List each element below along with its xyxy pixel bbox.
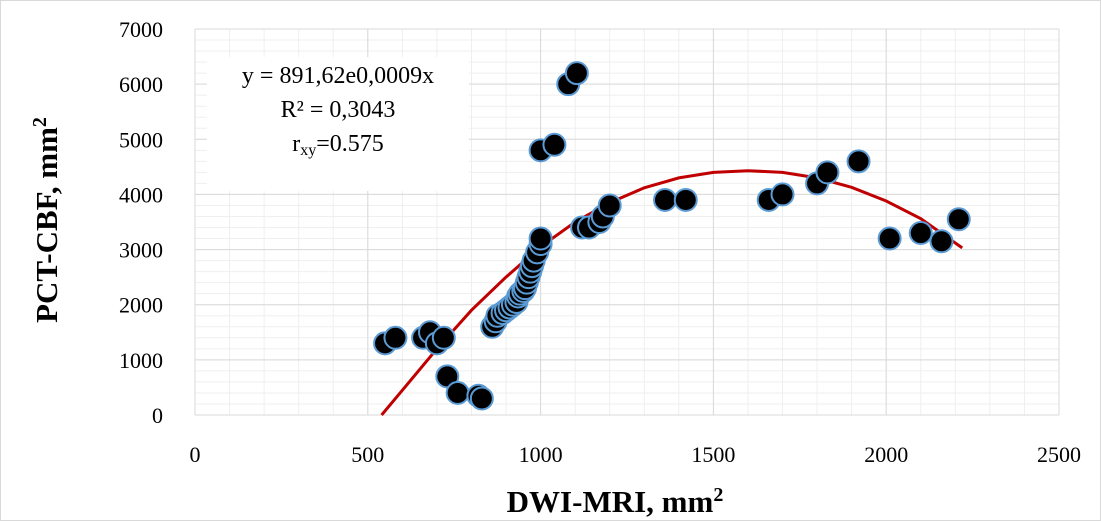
trendline-group — [380, 169, 964, 416]
trendline-equation-box: y = 891,62e0,0009x R² = 0,3043 rxy=0.575 — [207, 57, 469, 191]
x-tick-label: 1000 — [519, 442, 563, 467]
data-point — [846, 149, 871, 174]
y-tick-label: 3000 — [119, 238, 163, 263]
data-point — [908, 221, 933, 246]
data-point — [564, 61, 589, 86]
x-tick-label: 2500 — [1037, 442, 1081, 467]
equation-line: y = 891,62e0,0009x — [241, 63, 435, 89]
data-point — [431, 325, 456, 350]
data-point — [383, 325, 408, 350]
data-point — [528, 226, 553, 251]
data-point — [469, 386, 494, 411]
data-point — [597, 193, 622, 218]
data-point — [815, 160, 840, 185]
y-tick-label: 0 — [152, 403, 163, 428]
y-axis-title: PCT-CBF, mm2 — [29, 117, 64, 323]
data-point — [653, 187, 678, 212]
data-point — [542, 132, 567, 157]
x-tick-label: 0 — [190, 442, 201, 467]
y-tick-label: 4000 — [119, 182, 163, 207]
data-point — [673, 187, 698, 212]
trendline — [380, 169, 964, 416]
correlation-line: rxy=0.575 — [292, 131, 384, 159]
x-tick-label: 2000 — [864, 442, 908, 467]
gridlines — [194, 28, 1060, 416]
data-point — [877, 226, 902, 251]
y-tick-label: 7000 — [119, 17, 163, 42]
y-tick-label: 5000 — [119, 127, 163, 152]
x-tick-label: 500 — [351, 442, 384, 467]
r-squared-line: R² = 0,3043 — [280, 97, 396, 123]
data-points — [373, 61, 971, 411]
y-tick-label: 1000 — [119, 348, 163, 373]
data-point — [445, 380, 470, 405]
x-tick-label: 1500 — [691, 442, 735, 467]
data-point — [929, 229, 954, 254]
data-point — [946, 207, 971, 232]
y-tick-label: 2000 — [119, 293, 163, 318]
tick-labels: 0 500 1000 1500 2000 2500 0 1000 2000 3000 4000 500… — [119, 17, 1081, 467]
y-tick-label: 6000 — [119, 72, 163, 97]
x-axis-title: DWI-MRI, mm2 — [507, 484, 724, 519]
data-point — [770, 182, 795, 207]
